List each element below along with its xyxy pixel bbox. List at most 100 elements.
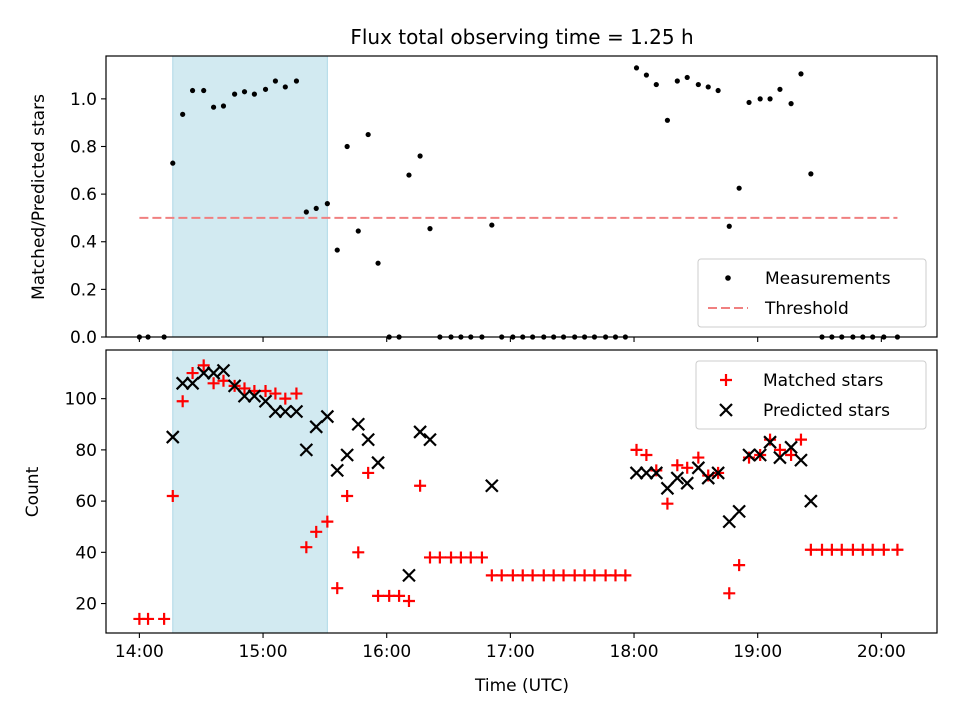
measurement-point — [715, 87, 721, 94]
measurement-point — [788, 101, 794, 107]
matched-star-point — [526, 569, 539, 582]
predicted-star-point — [670, 471, 685, 485]
ratio-ytick-label: 0.0 — [70, 328, 97, 348]
count-ytick-label: 40 — [75, 543, 97, 563]
predicted-star-point — [680, 476, 694, 490]
matched-star-point — [891, 543, 904, 556]
figure-title: Flux total observing time = 1.25 h — [350, 25, 693, 49]
matched-star-point — [630, 443, 643, 456]
matched-star-point — [640, 449, 653, 462]
count-ytick-label: 80 — [75, 441, 97, 461]
predicted-star-point — [639, 466, 654, 480]
legend-label-measurements: Measurements — [765, 269, 891, 289]
matched-star-point — [279, 392, 292, 405]
measurement-point — [334, 247, 340, 253]
measurement-point — [201, 87, 207, 94]
measurement-point — [798, 71, 804, 77]
measurement-point — [210, 104, 217, 110]
count-ytick-label: 20 — [75, 595, 97, 615]
matched-star-point — [352, 546, 365, 559]
matched-star-point — [773, 443, 786, 456]
predicted-star-point — [175, 376, 190, 391]
xtick-label: 17:00 — [486, 642, 535, 662]
matched-star-point — [464, 551, 477, 564]
measurement-point — [313, 205, 319, 212]
predicted-star-point — [299, 443, 314, 457]
measurement-point — [417, 153, 423, 159]
measurement-point — [633, 65, 640, 71]
measurement-point — [808, 171, 814, 177]
matched-star-point — [877, 543, 890, 556]
matched-star-point — [186, 367, 199, 380]
measurement-point — [777, 86, 783, 92]
xtick-label: 19:00 — [733, 642, 782, 662]
matched-star-point — [733, 559, 746, 572]
legend-label-matched: Matched stars — [763, 371, 883, 391]
predicted-star-point — [165, 430, 180, 444]
matched-star-point — [393, 589, 406, 602]
measurement-point — [726, 223, 732, 229]
matched-star-point — [661, 497, 674, 510]
measurement-point — [695, 81, 701, 88]
matched-star-point — [362, 466, 375, 479]
predicted-star-point — [371, 455, 385, 470]
matched-star-point — [414, 479, 427, 492]
matched-star-point — [495, 569, 508, 582]
predicted-star-point — [773, 450, 787, 465]
count-panel: 20 40 60 80 100 14:00 15:00 16:00 17:00 18:00 19:… — [23, 349, 938, 696]
matched-star-point — [310, 525, 323, 538]
measurement-point — [241, 89, 248, 95]
predicted-star-point — [361, 432, 375, 447]
predicted-star-point — [320, 409, 335, 424]
matched-star-point — [743, 451, 756, 464]
measurement-point — [282, 84, 288, 90]
xtick-label: 16:00 — [362, 642, 411, 662]
count-ytick-label: 100 — [65, 390, 97, 410]
count-y-axis-label: Count — [23, 466, 43, 517]
predicted-star-point — [753, 448, 767, 462]
predicted-star-point — [206, 366, 221, 380]
predicted-star-point — [278, 404, 293, 419]
ratio-ytick-label: 0.2 — [70, 280, 97, 300]
measurement-point — [232, 91, 238, 97]
ratio-plot-frame — [105, 55, 938, 338]
predicted-star-point — [763, 435, 777, 449]
ratio-panel: 0.0 0.2 0.4 0.6 0.8 1.0 Matched/Predicted sta… — [29, 55, 938, 348]
matched-star-point — [207, 377, 220, 390]
matched-star-point — [372, 589, 385, 602]
matched-star-point — [158, 612, 171, 625]
matched-star-point — [259, 384, 272, 397]
predicted-star-point — [185, 376, 200, 391]
measurement-point — [653, 81, 659, 88]
measurement-point — [375, 260, 381, 266]
matched-star-point — [331, 582, 344, 595]
measurement-point — [189, 87, 196, 94]
legend-box — [695, 360, 927, 430]
measurement-point — [427, 226, 433, 232]
predicted-star-point — [247, 389, 262, 403]
matched-star-point — [166, 489, 179, 502]
predicted-star-point — [691, 461, 706, 475]
ratio-ytick-label: 0.4 — [70, 233, 97, 253]
matched-star-point — [681, 461, 694, 474]
measurement-point — [489, 222, 495, 228]
predicted-star-point — [289, 404, 304, 419]
legend-marker-matched — [720, 374, 732, 386]
measurement-point — [355, 228, 361, 234]
count-legend: Matched stars Predicted stars — [695, 360, 927, 430]
legend-label-predicted: Predicted stars — [763, 401, 890, 421]
matched-star-point — [402, 594, 415, 607]
predicted-star-point — [732, 504, 746, 519]
legend-marker-predicted — [719, 403, 733, 417]
ratio-legend: Measurements Threshold — [697, 258, 927, 328]
matched-star-point — [290, 387, 303, 400]
xtick-label: 20:00 — [857, 642, 906, 662]
measurement-point — [736, 185, 742, 191]
predicted-star-point — [660, 481, 675, 496]
predicted-star-point — [629, 466, 644, 480]
ratio-ytick-label: 1.0 — [70, 90, 97, 110]
measurement-point — [272, 78, 279, 84]
measurement-point — [705, 84, 711, 90]
matched-star-point — [588, 569, 601, 582]
